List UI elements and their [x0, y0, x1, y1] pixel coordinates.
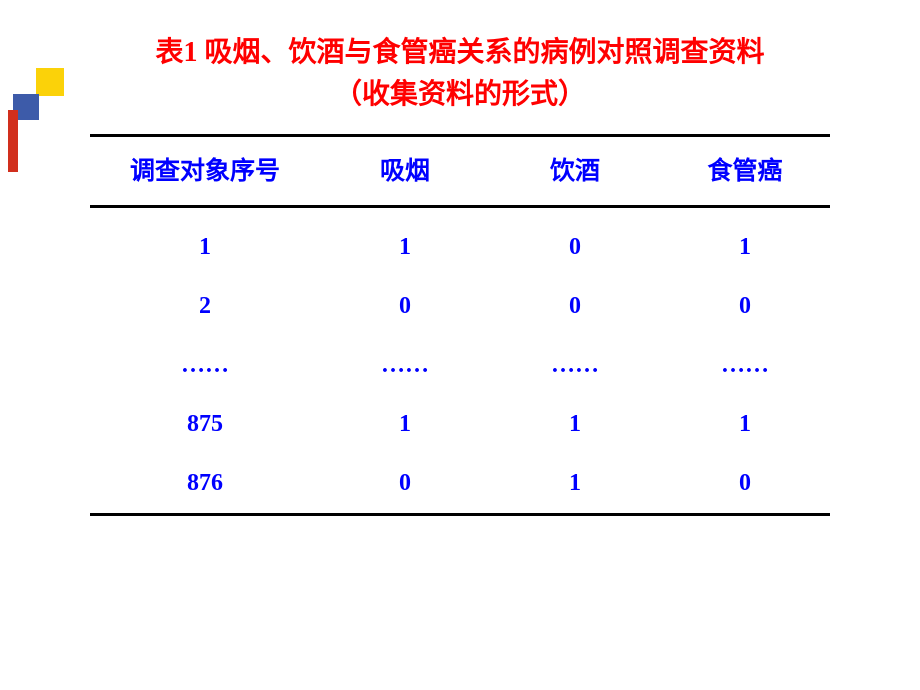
table-row: 2 0 0 0: [90, 277, 830, 336]
table-row: …… …… …… ……: [90, 336, 830, 395]
cell: 1: [320, 411, 490, 438]
header-col3: 饮酒: [490, 151, 660, 187]
header-col1: 调查对象序号: [90, 151, 320, 187]
header-col4: 食管癌: [660, 151, 830, 187]
table-title: 表1 吸烟、饮酒与食管癌关系的病例对照调查资料 （收集资料的形式）: [70, 32, 850, 116]
cell: 1: [90, 234, 320, 261]
cell: 0: [660, 293, 830, 320]
title-line1: 表1 吸烟、饮酒与食管癌关系的病例对照调查资料: [155, 37, 764, 68]
cell: 0: [320, 470, 490, 497]
cell: 0: [660, 470, 830, 497]
cell: ……: [320, 352, 490, 379]
cell: 1: [660, 234, 830, 261]
cell: 2: [90, 293, 320, 320]
cell: ……: [660, 352, 830, 379]
cell: 1: [660, 411, 830, 438]
cell: 0: [490, 293, 660, 320]
slide-content: 表1 吸烟、饮酒与食管癌关系的病例对照调查资料 （收集资料的形式） 调查对象序号…: [0, 0, 920, 526]
table-row: 876 0 1 0: [90, 454, 830, 513]
cell: 1: [320, 234, 490, 261]
title-line2: （收集资料的形式）: [334, 79, 586, 110]
table-body: 1 1 0 1 2 0 0 0 …… …… …… …… 875 1 1 1: [90, 208, 830, 513]
data-table: 调查对象序号 吸烟 饮酒 食管癌 1 1 0 1 2 0 0 0 …… …… ……: [90, 134, 830, 516]
cell: 876: [90, 470, 320, 497]
cell: 1: [490, 470, 660, 497]
header-col2: 吸烟: [320, 151, 490, 187]
table-row: 875 1 1 1: [90, 395, 830, 454]
table-row: 1 1 0 1: [90, 218, 830, 277]
cell: ……: [490, 352, 660, 379]
cell: ……: [90, 352, 320, 379]
cell: 0: [490, 234, 660, 261]
cell: 0: [320, 293, 490, 320]
cell: 1: [490, 411, 660, 438]
table-rule-bottom: [90, 513, 830, 516]
cell: 875: [90, 411, 320, 438]
table-header-row: 调查对象序号 吸烟 饮酒 食管癌: [90, 137, 830, 205]
